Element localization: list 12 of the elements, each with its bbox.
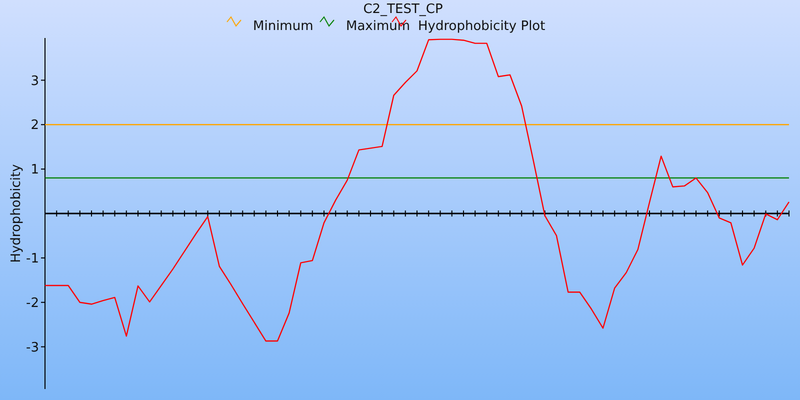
legend-label: Maximum [346, 19, 410, 34]
y-tick-label: -1 [26, 251, 39, 266]
y-tick-label: 2 [30, 118, 39, 134]
legend-label: Hydrophobicity Plot [418, 19, 546, 34]
y-tick-label: -3 [26, 340, 39, 356]
legend-label: Minimum [253, 19, 314, 34]
y-axis-title: Hydrophobicity [9, 164, 24, 263]
y-tick-label: -2 [26, 296, 39, 311]
y-tick-label: 3 [30, 74, 39, 89]
chart-title: C2_TEST_CP [363, 2, 443, 17]
y-tick-label: 1 [30, 162, 39, 178]
line-series [44, 38, 790, 342]
